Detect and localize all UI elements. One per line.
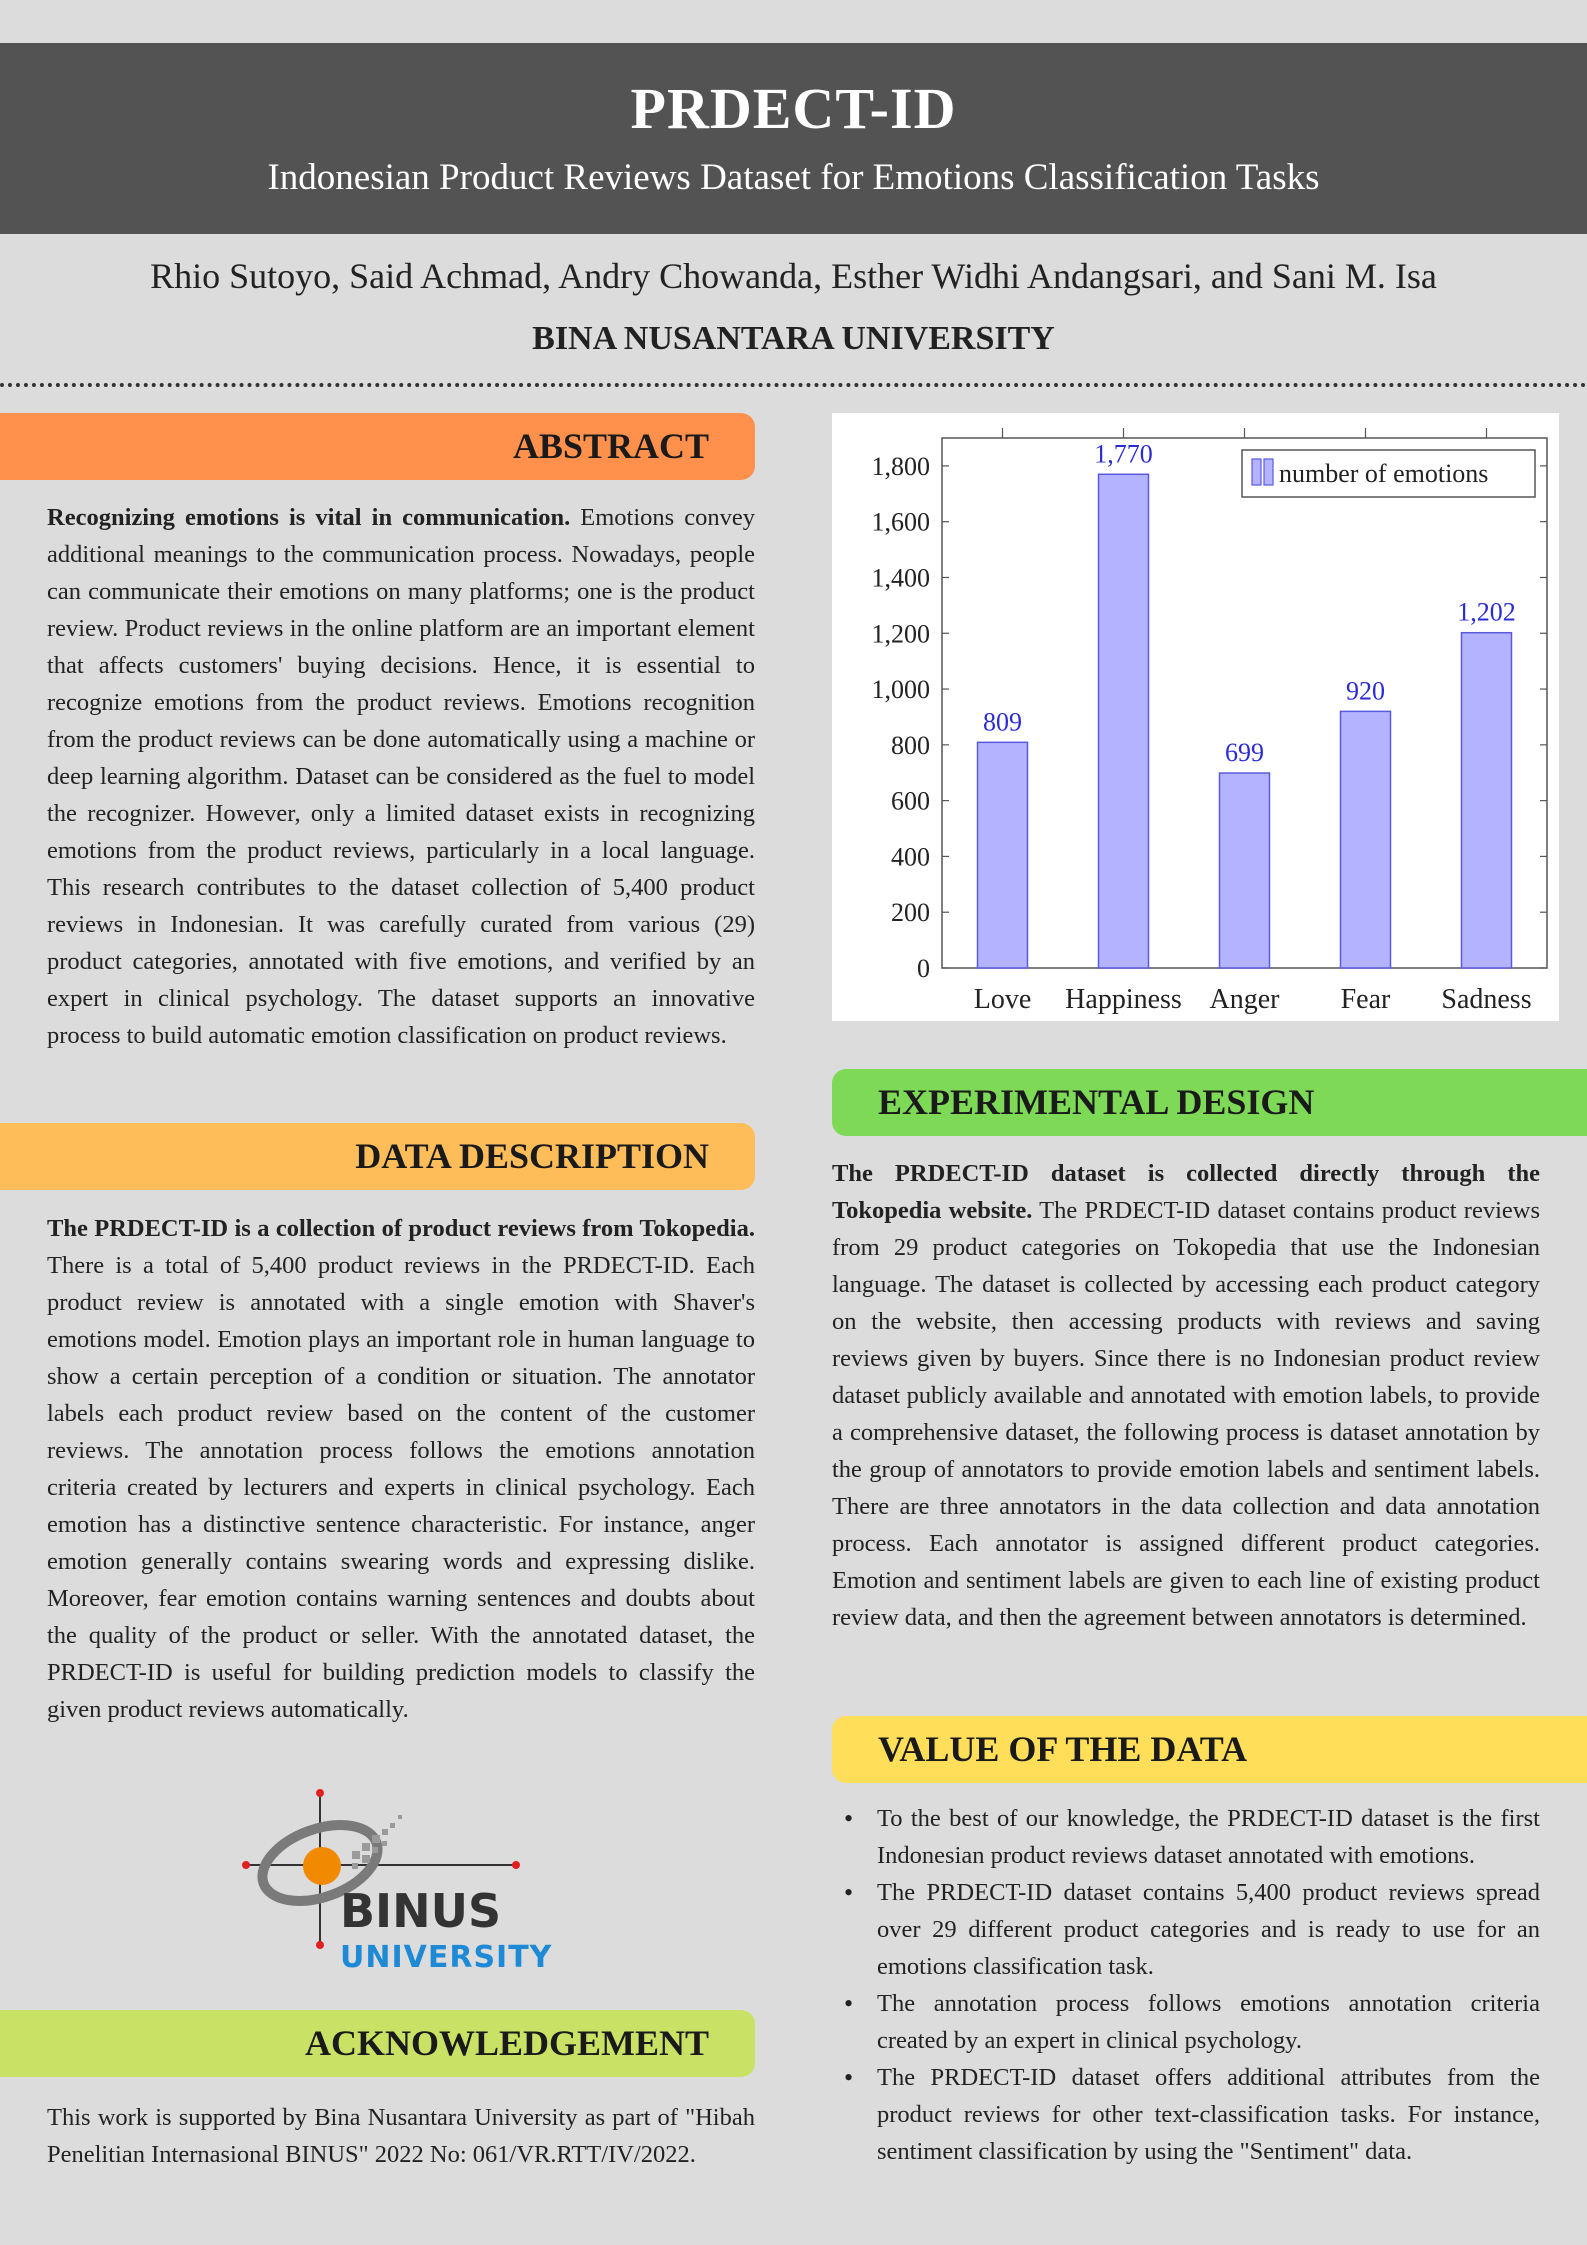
legend-box — [1241, 449, 1536, 498]
acknowledgement-heading: ACKNOWLEDGEMENT — [0, 2010, 755, 2077]
dotted-divider — [0, 383, 1587, 387]
poster-subtitle: Indonesian Product Reviews Dataset for E… — [267, 157, 1320, 198]
title-banner: PRDECT-ID Indonesian Product Reviews Dat… — [0, 43, 1587, 234]
legend-swatch — [1251, 458, 1262, 486]
experimental-design-heading-label: EXPERIMENTAL DESIGN — [878, 1082, 1315, 1122]
data-description-text: The PRDECT-ID is a collection of product… — [47, 1210, 755, 1728]
abstract-body: Emotions convey additional meanings to t… — [47, 504, 756, 1049]
y-tick-label: 1,200 — [872, 619, 931, 648]
x-tick-label: Love — [974, 984, 1032, 1015]
x-tick-label: Sadness — [1441, 984, 1531, 1015]
x-tick-label: Anger — [1210, 984, 1281, 1015]
list-item: To the best of our knowledge, the PRDECT… — [844, 1800, 1540, 1874]
y-tick-label: 1,000 — [872, 675, 931, 704]
affiliation: BINA NUSANTARA UNIVERSITY — [532, 320, 1055, 357]
acknowledgement-heading-label: ACKNOWLEDGEMENT — [304, 2023, 709, 2063]
y-tick-label: 800 — [891, 731, 930, 760]
y-tick-label: 200 — [891, 898, 930, 927]
list-item: The PRDECT-ID dataset contains 5,400 pro… — [844, 1874, 1540, 1985]
acknowledgement-text: This work is supported by Bina Nusantara… — [47, 2104, 755, 2168]
y-tick-label: 1,400 — [872, 563, 931, 592]
poster-title: PRDECT-ID — [630, 76, 957, 141]
bar — [1218, 772, 1271, 969]
y-tick-label: 0 — [917, 954, 930, 983]
value-of-data-heading: VALUE OF THE DATA — [832, 1716, 1587, 1783]
chart-svg: 0 200 400 600 800 1,000 1,200 1,400 1,600 1,800 80… — [872, 428, 1548, 1015]
value-of-data-list: To the best of our knowledge, the PRDECT… — [832, 1800, 1540, 2170]
list-item: The PRDECT-ID dataset offers additional … — [844, 2059, 1540, 2170]
legend-label: number of emotions — [1279, 459, 1488, 488]
abstract-heading: ABSTRACT — [0, 413, 755, 480]
abstract-text: Recognizing emotions is vital in communi… — [47, 499, 755, 1054]
data-label: 809 — [983, 707, 1022, 736]
emotion-bar-chart: 0 200 400 600 800 1,000 1,200 1,400 1,600 1,800 80… — [832, 413, 1559, 1021]
data-description-lead: The PRDECT-ID is a collection of product… — [47, 1215, 755, 1242]
binus-logo: BINUS UNIVERSITY — [240, 1785, 570, 1985]
experimental-design-body: The PRDECT-ID dataset contains product r… — [832, 1197, 1540, 1631]
experimental-design-text: The PRDECT-ID dataset is collected direc… — [832, 1155, 1540, 1636]
data-description-heading-label: DATA DESCRIPTION — [355, 1136, 709, 1176]
logo-wordmark: BINUS — [340, 1884, 501, 1938]
data-description-body: There is a total of 5,400 product review… — [47, 1252, 755, 1723]
y-tick-label: 600 — [891, 787, 930, 816]
data-label: 1,770 — [1094, 439, 1153, 468]
data-description-heading: DATA DESCRIPTION — [0, 1123, 755, 1190]
list-item: The annotation process follows emotions … — [844, 1985, 1540, 2059]
bar — [1097, 473, 1150, 969]
bar — [976, 741, 1029, 969]
x-tick-label: Fear — [1341, 984, 1391, 1015]
logo-subwordmark: UNIVERSITY — [340, 1940, 553, 1975]
y-tick-label: 1,800 — [872, 452, 931, 481]
bar — [1339, 710, 1392, 969]
x-tick-label: Happiness — [1065, 984, 1182, 1015]
y-tick-label: 400 — [891, 842, 930, 871]
data-label: 920 — [1346, 676, 1385, 705]
data-label: 699 — [1225, 738, 1264, 767]
experimental-design-heading: EXPERIMENTAL DESIGN — [832, 1069, 1587, 1136]
abstract-lead: Recognizing emotions is vital in communi… — [47, 504, 571, 531]
authors: Rhio Sutoyo, Said Achmad, Andry Chowanda… — [150, 256, 1437, 296]
value-of-data-heading-label: VALUE OF THE DATA — [878, 1729, 1248, 1769]
abstract-heading-label: ABSTRACT — [512, 426, 709, 466]
legend-swatch-b — [1263, 458, 1274, 486]
y-tick-label: 1,600 — [872, 508, 931, 537]
binus-logo-graphic: BINUS UNIVERSITY — [242, 1789, 553, 1975]
experimental-design-lead: The PRDECT-ID dataset is collected direc… — [832, 1160, 1540, 1224]
bar — [1460, 631, 1513, 969]
data-label: 1,202 — [1457, 598, 1516, 627]
